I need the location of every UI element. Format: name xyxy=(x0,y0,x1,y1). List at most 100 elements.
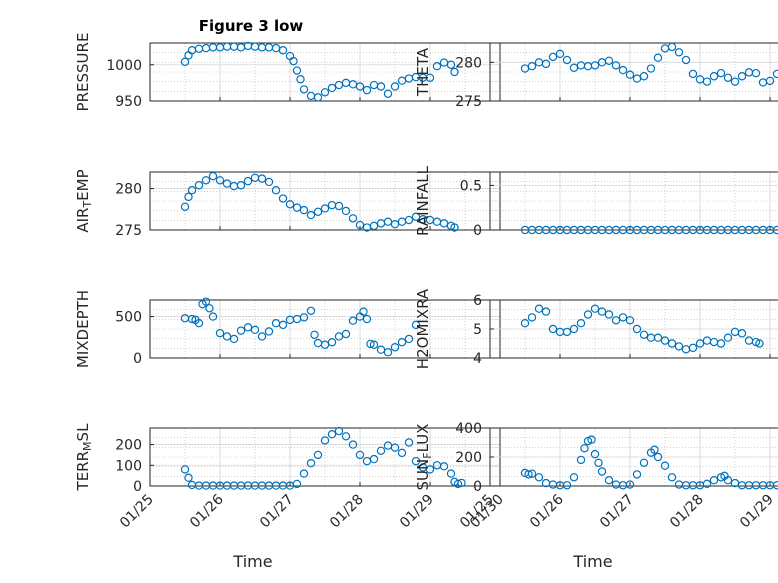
data-point xyxy=(187,186,197,195)
data-point xyxy=(587,435,596,444)
subplot-mixdepth: 0 500 MIXDEPTH xyxy=(74,290,501,368)
data-point xyxy=(695,339,705,348)
data-point xyxy=(362,314,372,324)
data-point xyxy=(548,52,558,62)
subplot-rainfall: 0 0.5 RAINFALL xyxy=(414,165,778,239)
data-point xyxy=(299,85,309,94)
data-point xyxy=(320,340,330,349)
data-point xyxy=(653,333,663,342)
data-point xyxy=(208,171,218,181)
data-point xyxy=(205,304,214,313)
data-point xyxy=(299,205,309,215)
data-point xyxy=(348,214,358,223)
data-point xyxy=(201,176,211,185)
y-tick-label: 200 xyxy=(115,438,142,454)
data-point xyxy=(250,325,260,335)
data-point xyxy=(674,48,684,57)
data-point xyxy=(594,458,603,467)
data-series xyxy=(520,42,778,87)
data-point xyxy=(450,67,459,77)
data-point xyxy=(222,179,232,188)
data-point xyxy=(667,473,677,482)
data-point xyxy=(229,334,239,344)
data-point xyxy=(446,60,456,69)
y-tick-label: 400 xyxy=(455,421,482,437)
y-axis-label: TERRMSL xyxy=(74,423,94,492)
data-point xyxy=(618,65,628,75)
data-point xyxy=(285,200,295,209)
data-point xyxy=(348,316,358,325)
y-tick-label: 275 xyxy=(115,223,142,239)
data-point xyxy=(376,446,386,455)
figure-title: Figure 3 low xyxy=(199,17,304,35)
data-point xyxy=(611,61,621,70)
data-point xyxy=(534,473,544,482)
data-point xyxy=(450,223,459,232)
data-point xyxy=(264,177,274,187)
data-point xyxy=(667,42,677,52)
data-point xyxy=(404,334,414,344)
data-point xyxy=(527,469,537,478)
data-point xyxy=(397,338,407,347)
data-point xyxy=(184,473,193,482)
data-point xyxy=(355,82,365,91)
data-point xyxy=(369,340,379,349)
data-point xyxy=(562,327,572,337)
x-axis-label: Time xyxy=(572,552,612,571)
data-point xyxy=(439,219,449,228)
data-point xyxy=(625,70,635,79)
data-point xyxy=(264,327,274,336)
data-point xyxy=(674,342,684,351)
data-point xyxy=(527,61,537,71)
data-point xyxy=(562,55,572,65)
subplot-air-temp: 275 280 AIRTEMP xyxy=(74,169,501,239)
data-point xyxy=(334,426,344,436)
y-tick-label: 950 xyxy=(115,94,142,110)
data-point xyxy=(348,440,358,449)
data-point xyxy=(376,82,386,91)
y-axis-label: MIXDEPTH xyxy=(74,290,92,368)
data-point xyxy=(723,476,733,485)
data-point xyxy=(194,319,204,328)
data-point xyxy=(313,93,323,102)
data-point xyxy=(660,461,670,470)
y-tick-label: 4 xyxy=(473,351,482,367)
data-point xyxy=(653,53,663,62)
y-axis-label: RAINFALL xyxy=(414,165,432,236)
data-point xyxy=(362,85,372,95)
data-series xyxy=(520,225,778,235)
y-tick-label: 500 xyxy=(115,310,142,326)
data-point xyxy=(604,476,614,485)
y-tick-label: 0 xyxy=(473,223,482,239)
data-point xyxy=(411,456,421,466)
data-point xyxy=(236,181,246,190)
data-point xyxy=(723,73,733,83)
data-point xyxy=(278,46,288,55)
data-series xyxy=(180,41,459,102)
data-point xyxy=(278,320,288,330)
data-point xyxy=(327,430,337,439)
data-point xyxy=(278,194,288,203)
data-point xyxy=(306,459,316,468)
y-axis-label: SUNFLUX xyxy=(414,424,434,491)
y-axis-label: THETA xyxy=(414,47,432,97)
data-point xyxy=(562,481,572,490)
data-point xyxy=(289,56,298,66)
data-point xyxy=(632,470,642,479)
data-point xyxy=(383,217,393,226)
data-point xyxy=(215,328,225,338)
data-point xyxy=(590,61,600,70)
y-axis-label: H2OMIXRA xyxy=(414,288,432,369)
data-point xyxy=(580,444,589,453)
y-tick-label: 275 xyxy=(455,94,482,110)
data-point xyxy=(625,316,635,325)
data-point xyxy=(369,221,379,231)
data-point xyxy=(313,450,323,460)
data-point xyxy=(397,448,407,458)
y-tick-label: 0 xyxy=(473,479,482,495)
data-point xyxy=(404,438,414,447)
data-point xyxy=(201,297,211,306)
data-point xyxy=(751,68,761,78)
